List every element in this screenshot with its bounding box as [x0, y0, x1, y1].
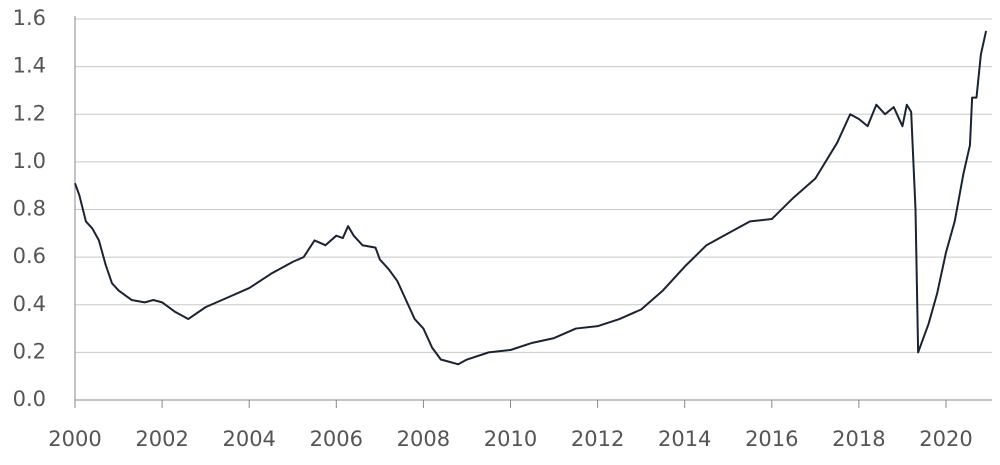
- x-tick-label: 2004: [222, 427, 275, 451]
- y-tick-label: 0.4: [13, 292, 46, 316]
- x-tick-label: 2018: [832, 427, 885, 451]
- x-tick-label: 2000: [48, 427, 101, 451]
- y-tick-label: 0.0: [13, 387, 46, 411]
- x-tick-label: 2010: [484, 427, 537, 451]
- y-tick-label: 0.6: [13, 244, 46, 268]
- x-tick-label: 2006: [310, 427, 363, 451]
- y-tick-label: 1.2: [13, 101, 46, 125]
- x-tick-label: 2008: [397, 427, 450, 451]
- y-tick-label: 1.6: [13, 6, 46, 30]
- x-tick-label: 2012: [571, 427, 624, 451]
- x-tick-label: 2014: [658, 427, 711, 451]
- y-tick-label: 1.4: [13, 54, 46, 78]
- y-tick-label: 0.8: [13, 197, 46, 221]
- y-tick-label: 0.2: [13, 339, 46, 363]
- y-tick-label: 1.0: [13, 149, 46, 173]
- x-tick-label: 2020: [919, 427, 972, 451]
- x-tick-label: 2016: [745, 427, 798, 451]
- x-tick-label: 2002: [135, 427, 188, 451]
- line: [74, 30, 988, 366]
